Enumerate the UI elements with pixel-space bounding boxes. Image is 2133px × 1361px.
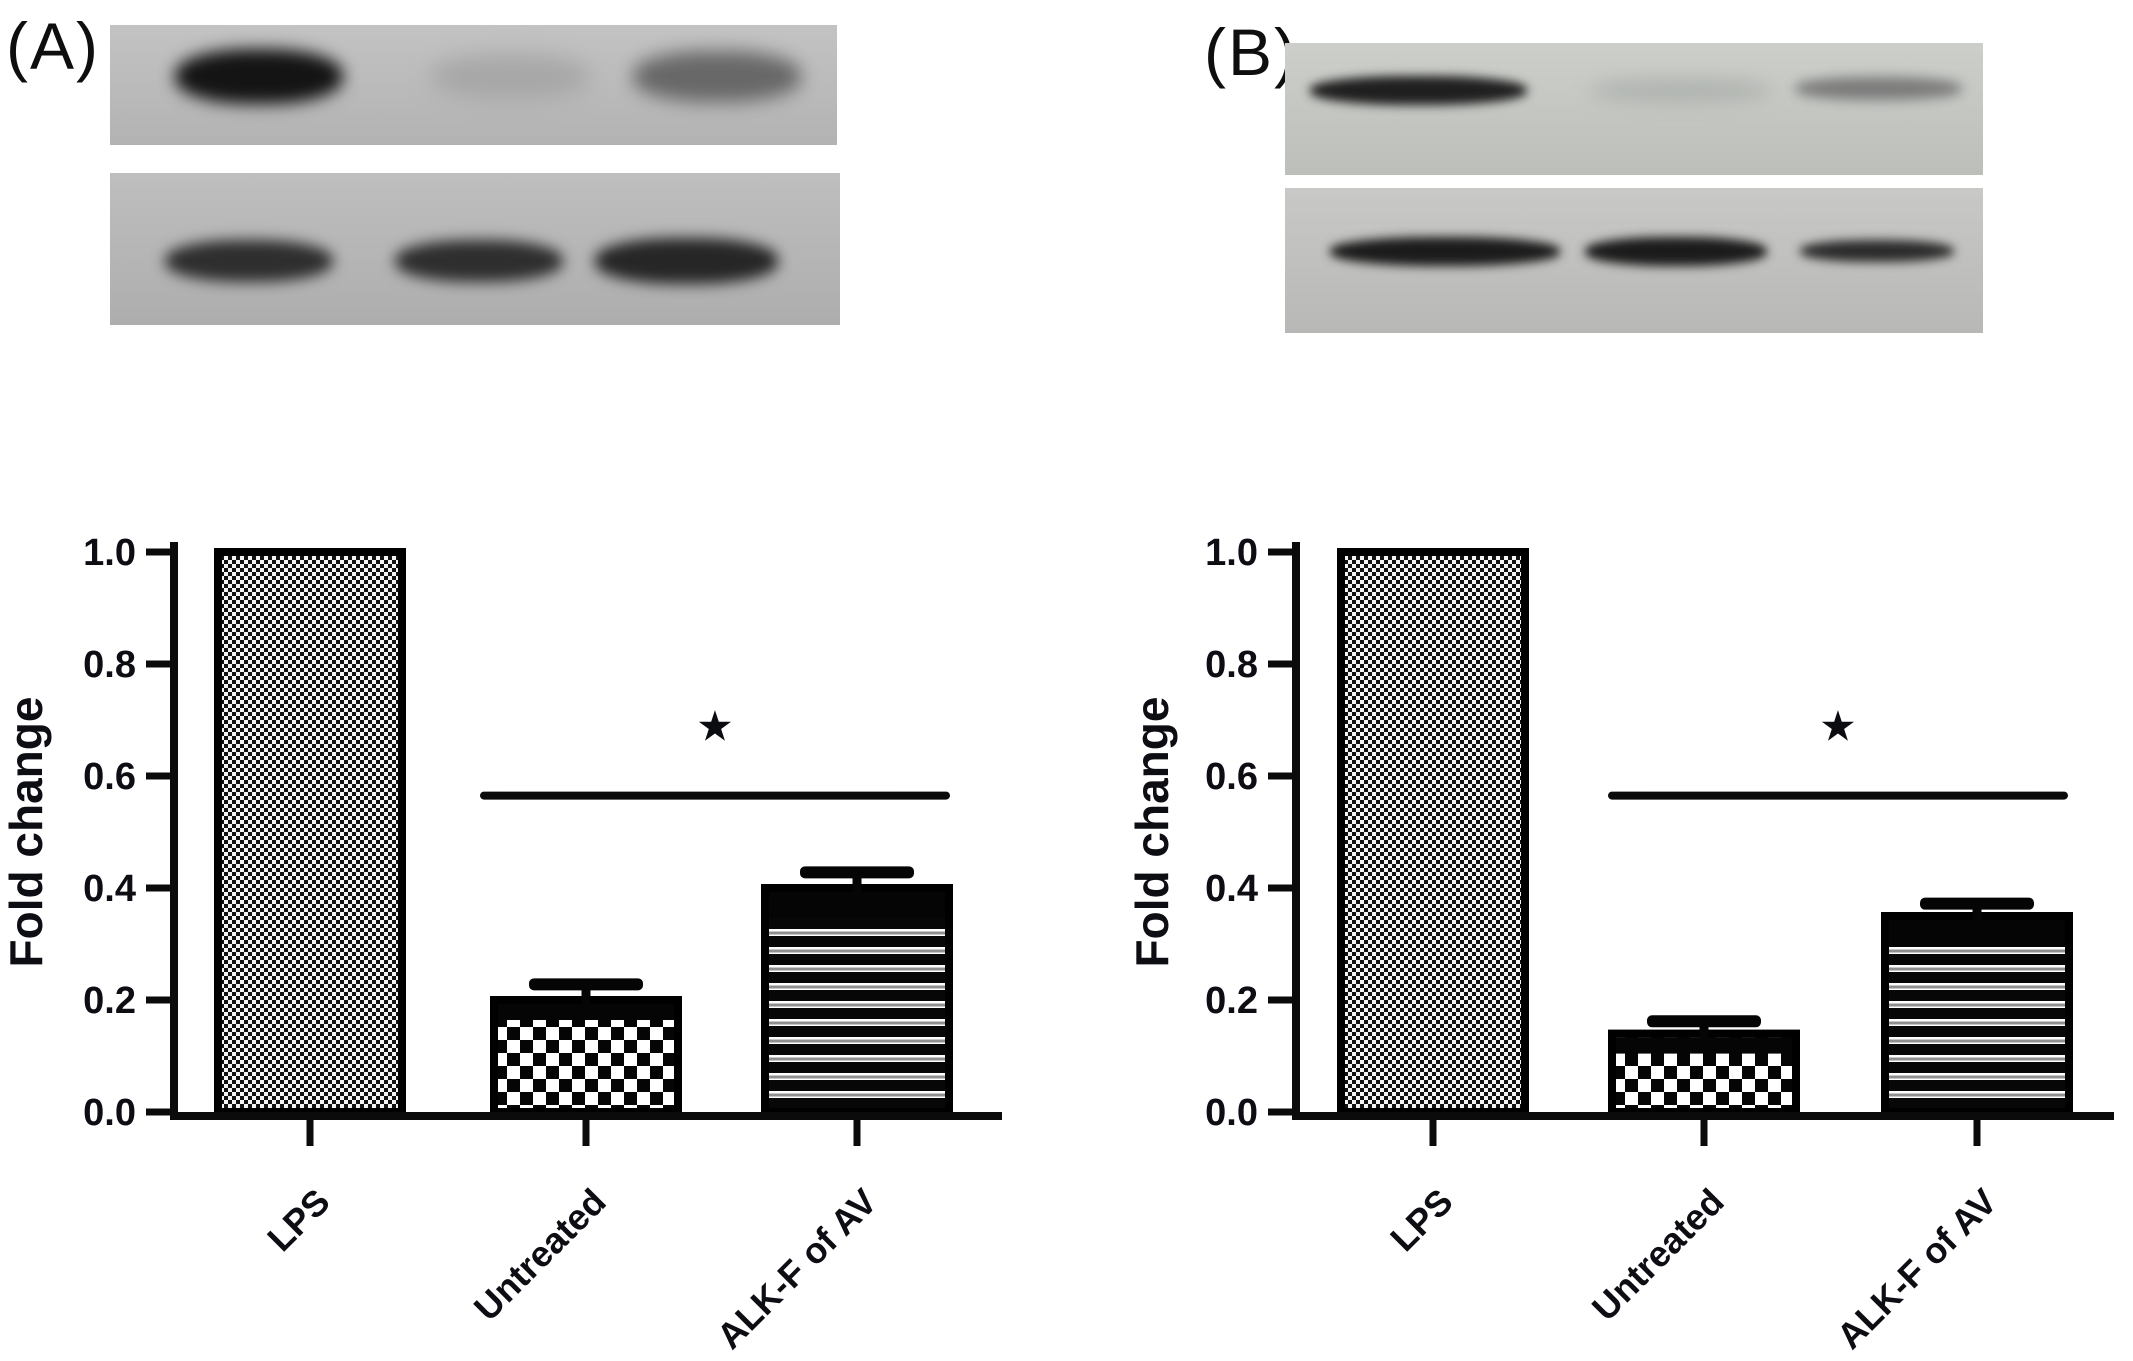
bar-rect bbox=[1337, 548, 1529, 1116]
x-category-label-untreated: Untreated bbox=[466, 1181, 614, 1329]
error-bar-cap bbox=[1647, 1015, 1761, 1028]
y-tick bbox=[146, 1108, 170, 1116]
y-tick-label: 1.0 bbox=[1205, 532, 1258, 574]
bar-top-cap bbox=[498, 1004, 674, 1020]
x-tick bbox=[1700, 1120, 1708, 1146]
x-category-label-untreated: Untreated bbox=[1584, 1181, 1732, 1329]
blot-strip-target-protein-blot-panel-b bbox=[1285, 43, 1983, 175]
y-tick-label: 0.2 bbox=[1205, 980, 1258, 1022]
protein-band-lane-1 bbox=[164, 239, 333, 283]
blot-strip-loading-control-blot-panel-a bbox=[110, 173, 840, 325]
protein-band-lane-3 bbox=[595, 238, 778, 284]
error-bar-stem bbox=[1699, 1021, 1709, 1044]
x-axis-line bbox=[170, 1112, 1002, 1120]
significance-line bbox=[1608, 791, 2068, 800]
y-tick bbox=[1268, 548, 1292, 556]
bar-rect bbox=[214, 548, 406, 1116]
y-tick-label: 0.8 bbox=[83, 644, 136, 686]
y-tick-label: 0.8 bbox=[1205, 644, 1258, 686]
error-bar-cap bbox=[800, 866, 914, 879]
error-bar-cap bbox=[529, 978, 643, 991]
y-tick-label: 0.0 bbox=[83, 1092, 136, 1134]
x-category-label-lps: LPS bbox=[259, 1181, 337, 1259]
y-tick bbox=[146, 660, 170, 668]
y-tick bbox=[1268, 772, 1292, 780]
y-tick-label: 0.4 bbox=[1205, 868, 1258, 910]
y-axis-title: Fold change bbox=[1126, 697, 1178, 968]
x-tick bbox=[1973, 1120, 1981, 1146]
y-tick-label: 0.0 bbox=[1205, 1092, 1258, 1134]
blot-strip-loading-control-blot-panel-b bbox=[1285, 188, 1983, 333]
y-tick bbox=[146, 884, 170, 892]
bar-top-cap bbox=[1616, 1037, 1792, 1054]
y-tick bbox=[1268, 996, 1292, 1004]
x-category-label-lps: LPS bbox=[1382, 1181, 1460, 1259]
y-tick bbox=[1268, 660, 1292, 668]
bar-lps bbox=[1337, 548, 1529, 1116]
x-category-label-alk-f-of-av: ALK-F of AV bbox=[709, 1181, 885, 1357]
x-tick bbox=[306, 1120, 314, 1146]
axes-group: 0.0 0.2 0.4 0.6 0.8 1.0 bbox=[83, 532, 1002, 1146]
y-tick-label: 1.0 bbox=[83, 532, 136, 574]
significance-star: ★ bbox=[696, 702, 734, 751]
y-axis-line bbox=[1292, 542, 1300, 1120]
bar-alk-f-of-av bbox=[761, 866, 953, 1116]
y-tick bbox=[146, 772, 170, 780]
protein-band-lane-1 bbox=[1329, 237, 1560, 267]
bar-rect bbox=[1881, 912, 2073, 1116]
x-category-label-alk-f-of-av: ALK-F of AV bbox=[1829, 1181, 2005, 1357]
protein-band-lane-3 bbox=[1794, 77, 1963, 100]
y-tick-label: 0.4 bbox=[83, 868, 136, 910]
blot-strip-target-protein-blot-panel-a bbox=[110, 25, 837, 145]
protein-band-lane-1 bbox=[175, 49, 343, 105]
bar-untreated bbox=[1608, 1015, 1800, 1116]
bars-group bbox=[1337, 548, 2073, 1116]
error-bar-stem bbox=[852, 872, 862, 898]
y-tick bbox=[146, 996, 170, 1004]
x-tick bbox=[853, 1120, 861, 1146]
protein-band-lane-2 bbox=[1585, 237, 1767, 267]
y-axis-line bbox=[170, 542, 178, 1120]
y-axis-title: Fold change bbox=[0, 697, 52, 968]
protein-band-lane-2 bbox=[429, 53, 590, 100]
protein-band-lane-3 bbox=[1800, 240, 1954, 262]
bar-lps bbox=[214, 548, 406, 1116]
x-tick bbox=[1429, 1120, 1437, 1146]
bars-group bbox=[214, 548, 953, 1116]
significance-star: ★ bbox=[1819, 702, 1857, 751]
protein-band-lane-3 bbox=[633, 51, 801, 102]
bar-rect bbox=[761, 884, 953, 1116]
x-axis-line bbox=[1292, 1112, 2114, 1120]
bar-chart-panel-a: Fold change 0.0 0.2 0.4 0.6 0.8 1.0 LPS Untreate… bbox=[0, 532, 1002, 1357]
y-tick-label: 0.6 bbox=[1205, 756, 1258, 798]
axes-group: 0.0 0.2 0.4 0.6 0.8 1.0 bbox=[1205, 532, 2114, 1146]
protein-band-lane-2 bbox=[394, 239, 563, 283]
bar-alk-f-of-av bbox=[1881, 897, 2073, 1116]
y-tick bbox=[1268, 1108, 1292, 1116]
bar-untreated bbox=[490, 978, 682, 1116]
error-bar-cap bbox=[1920, 897, 2034, 910]
significance-line bbox=[480, 791, 950, 800]
y-tick bbox=[1268, 884, 1292, 892]
panel-b-label: (B) bbox=[1204, 15, 1298, 89]
bar-chart-panel-b: Fold change 0.0 0.2 0.4 0.6 0.8 1.0 LPS Untreate… bbox=[1126, 532, 2114, 1357]
panel-a-label: (A) bbox=[6, 9, 100, 83]
protein-band-lane-2 bbox=[1590, 78, 1772, 103]
y-tick bbox=[146, 548, 170, 556]
protein-band-lane-1 bbox=[1310, 76, 1527, 106]
y-tick-label: 0.2 bbox=[83, 980, 136, 1022]
error-bar-stem bbox=[1972, 903, 1982, 926]
error-bar-stem bbox=[581, 984, 591, 1010]
x-tick bbox=[582, 1120, 590, 1146]
y-tick-label: 0.6 bbox=[83, 756, 136, 798]
